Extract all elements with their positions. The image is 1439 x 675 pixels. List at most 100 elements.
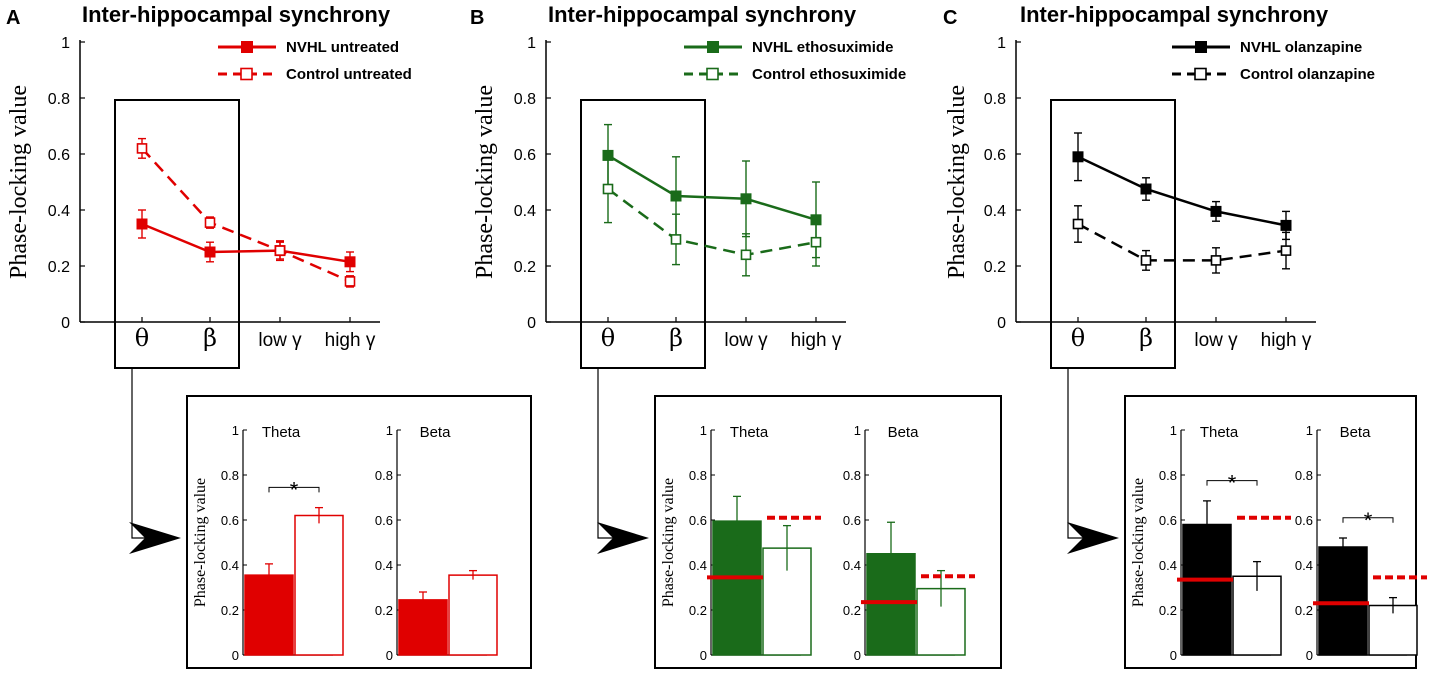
inset-y-tick-label: 0.4 [221, 558, 239, 573]
inset-y-tick-label: 0.6 [843, 513, 861, 528]
x-tick-label: θ [601, 324, 615, 352]
inset-y-tick-label: 1 [700, 423, 707, 438]
inset-y-tick-label: 0.6 [221, 513, 239, 528]
legend-label: NVHL untreated [286, 39, 399, 56]
legend-marker [706, 67, 719, 81]
x-tick-label: low γ [724, 330, 768, 351]
inset-y-tick-label: 1 [854, 423, 861, 438]
y-tick-label: 0 [997, 315, 1006, 332]
legend-marker [707, 41, 719, 53]
significance-bracket [1342, 517, 1394, 523]
data-point [344, 276, 356, 287]
x-tick-label: β [669, 324, 683, 352]
y-tick-label: 0.6 [514, 147, 536, 164]
inset-y-tick-label: 0.2 [689, 603, 707, 618]
data-point [1280, 245, 1292, 256]
inset-y-tick-label: 0.4 [689, 558, 707, 573]
y-tick-label: 1 [997, 35, 1006, 52]
x-tick-label: high γ [1261, 330, 1312, 351]
inset-y-tick-label: 0.2 [843, 603, 861, 618]
bar-control [294, 514, 344, 656]
data-point [740, 193, 752, 205]
inset-y-tick-label: 0.4 [1159, 558, 1177, 573]
data-point [740, 249, 752, 261]
inset-group-title: Theta [1200, 424, 1239, 441]
inset-y-tick-label: 0.8 [1159, 468, 1177, 483]
data-point [1072, 151, 1084, 163]
data-point [1140, 183, 1152, 195]
data-point [810, 236, 822, 248]
y-tick-label: 0.2 [514, 259, 536, 276]
series-line-nvhl [141, 222, 351, 264]
x-tick-label: θ [135, 324, 149, 352]
significance-bracket [268, 486, 320, 493]
inset-y-tick-label: 1 [386, 423, 393, 438]
data-point [1210, 255, 1222, 266]
panel-b: B Inter-hippocampal synchrony Phase-lockin… [470, 2, 1002, 669]
y-axis-label: Phase-locking value [472, 85, 498, 279]
legend-label: NVHL olanzapine [1240, 39, 1362, 56]
inset-y-tick-label: 0.6 [1295, 513, 1313, 528]
x-tick-label: high γ [325, 330, 376, 351]
data-point [670, 190, 682, 202]
bar-nvhl [1318, 546, 1368, 656]
legend-marker [1195, 41, 1207, 53]
inset-y-tick-label: 1 [232, 423, 239, 438]
inset-y-tick-label: 0.2 [1159, 603, 1177, 618]
inset-y-tick-label: 0.8 [1295, 468, 1313, 483]
connector-line [1067, 368, 1107, 539]
data-point [204, 217, 216, 228]
data-point [1210, 205, 1222, 217]
y-tick-label: 0.4 [514, 203, 536, 220]
x-tick-label: low γ [258, 330, 302, 351]
inset-y-tick-label: 0 [1170, 648, 1177, 663]
y-tick-label: 0.2 [984, 259, 1006, 276]
legend-label: NVHL ethosuximide [752, 39, 893, 56]
inset-y-tick-label: 0.8 [843, 468, 861, 483]
y-tick-label: 1 [61, 35, 70, 52]
inset-y-tick-label: 1 [1306, 423, 1313, 438]
inset-group-title: Beta [1340, 424, 1372, 441]
data-point [1280, 219, 1292, 231]
bar-nvhl [398, 599, 448, 656]
y-tick-label: 0.6 [984, 147, 1006, 164]
inset-y-tick-label: 0.6 [375, 513, 393, 528]
highlight-box [580, 99, 706, 369]
inset-group-theta: 0 0.2 0.4 0.6 0.8 1 Theta [689, 423, 821, 663]
x-tick-label: θ [1071, 324, 1085, 352]
y-tick-label: 0.8 [984, 91, 1006, 108]
bar-nvhl [244, 574, 294, 656]
y-tick-label: 1 [527, 35, 536, 52]
highlight-box [114, 99, 240, 369]
data-point [1072, 218, 1084, 230]
connector-line [597, 368, 637, 539]
significance-star: * [1364, 508, 1373, 533]
inset-y-tick-label: 0.8 [689, 468, 707, 483]
inset-y-tick-label: 0.4 [843, 558, 861, 573]
significance-star: * [290, 477, 299, 502]
y-axis-label: Phase-locking value [6, 85, 32, 279]
data-point [602, 183, 614, 195]
chart-title: Inter-hippocampal synchrony [82, 2, 391, 27]
panel-letter: C [943, 7, 957, 29]
panel-letter: A [6, 7, 20, 29]
inset-y-tick-label: 0.4 [1295, 558, 1313, 573]
connector-arrowhead [1067, 522, 1119, 554]
inset-y-axis-label: Phase-locking value [1130, 478, 1147, 607]
x-tick-label: low γ [1194, 330, 1238, 351]
legend-label: Control untreated [286, 66, 412, 83]
x-tick-label: β [1139, 324, 1153, 352]
inset-bar-chart: Phase-locking value 0 0.2 0.4 0.6 0.8 1 Theta * 0… [1124, 395, 1427, 669]
chart-title: Inter-hippocampal synchrony [1020, 2, 1329, 27]
legend-label: Control olanzapine [1240, 66, 1375, 83]
panel-a: A Inter-hippocampal synchrony Phase-lockin… [6, 2, 532, 669]
panel-letter: B [470, 7, 484, 29]
inset-y-axis-label: Phase-locking value [660, 478, 677, 607]
inset-y-tick-label: 0 [386, 648, 393, 663]
highlight-box [1050, 99, 1176, 369]
series-line-nvhl [1077, 155, 1287, 227]
significance-bracket [1206, 480, 1258, 486]
